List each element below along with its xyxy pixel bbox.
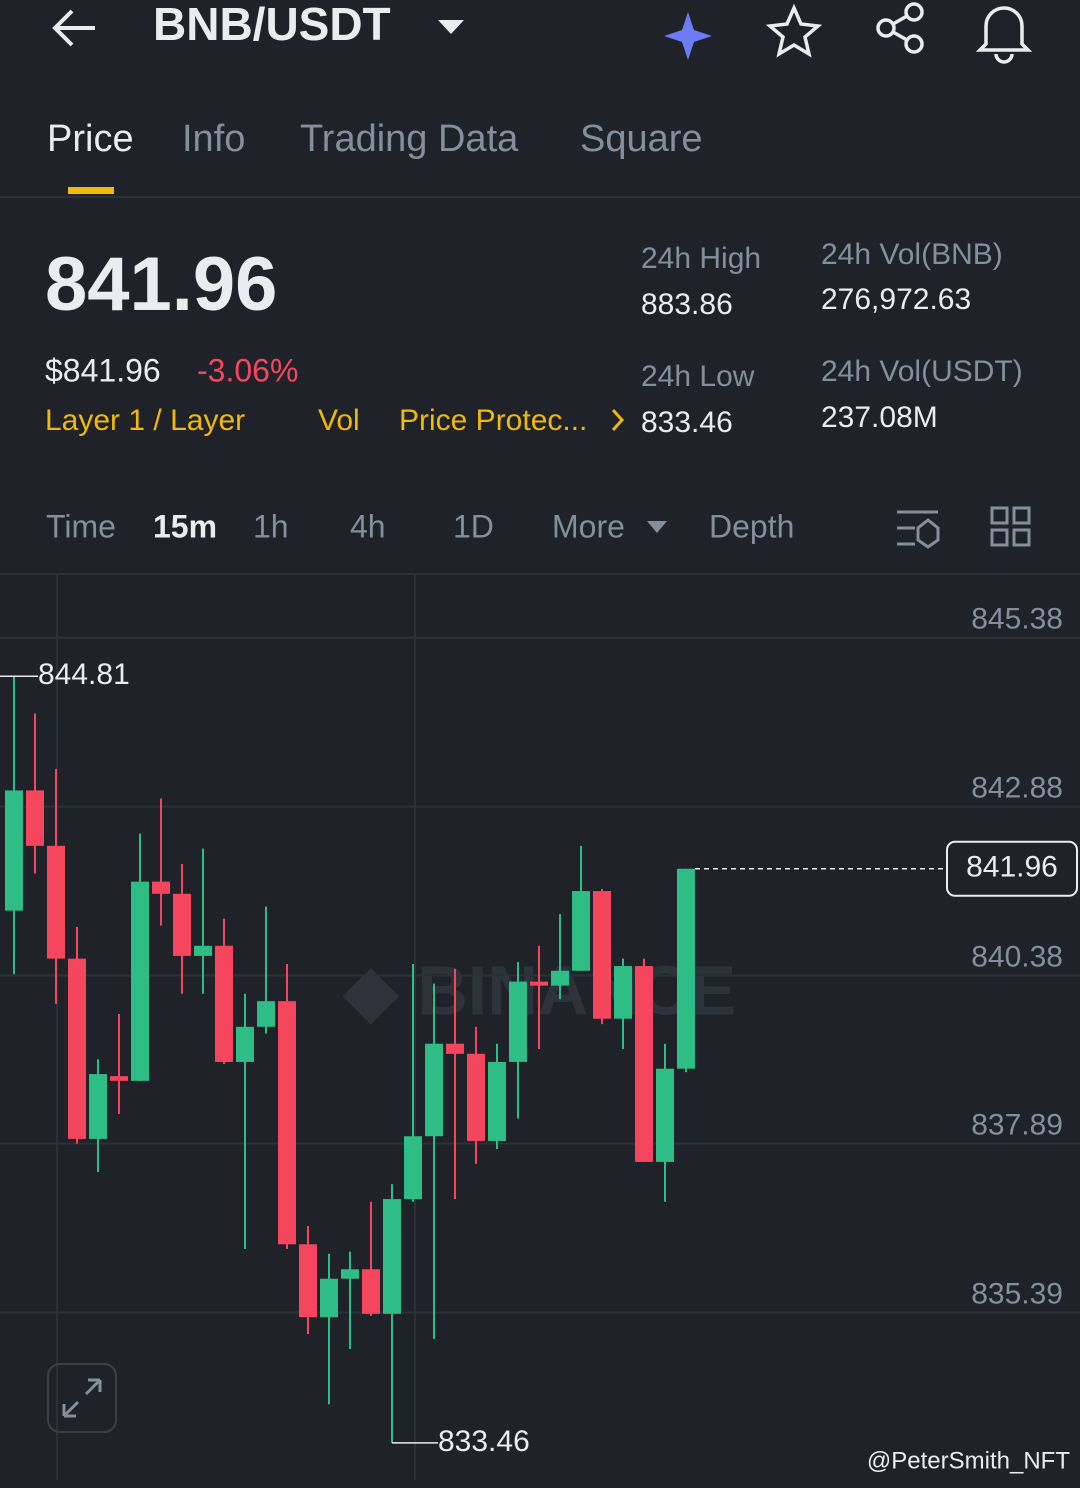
candle-body [194, 945, 212, 956]
user-watermark: @PeterSmith_NFT [867, 1447, 1070, 1474]
candle-body [341, 1269, 359, 1279]
y-tick-label: 840.38 [971, 940, 1063, 973]
tab[interactable]: Price [47, 118, 134, 160]
candle-body [278, 1001, 296, 1245]
y-tick-label: 845.38 [971, 603, 1063, 636]
tag[interactable]: Price Protec... [399, 404, 587, 437]
stat-value: 883.86 [641, 288, 733, 321]
stat-label: 24h Vol(USDT) [821, 355, 1023, 388]
candle-body [614, 966, 632, 1019]
candle-body [215, 945, 233, 1062]
interval[interactable]: 4h [350, 508, 386, 544]
candle-body [131, 881, 149, 1081]
y-tick-label: 842.88 [971, 772, 1063, 805]
back-button[interactable] [52, 9, 95, 47]
candlestick-chart: 835.39 837.89 840.38 842.88 845.38 844.81 833.… [0, 603, 1080, 1458]
stat-value: 276,972.63 [821, 283, 971, 316]
stat-value: 237.08M [821, 401, 938, 434]
price-change: -3.06% [197, 352, 298, 388]
stat-label: 24h Low [641, 360, 755, 393]
tab[interactable]: Trading Data [300, 118, 519, 160]
ai-icon[interactable] [664, 12, 712, 60]
stat-label: 24h High [641, 242, 761, 275]
candle-body [404, 1136, 422, 1200]
last-price-label: 841.96 [966, 851, 1058, 884]
candle-body [47, 845, 65, 959]
candle-body [173, 893, 191, 956]
favorite-button[interactable] [765, 3, 823, 58]
candle-body [236, 1026, 254, 1062]
candle-body [320, 1278, 338, 1318]
candle-body [635, 966, 653, 1162]
fullscreen-icon[interactable] [62, 1378, 102, 1418]
usd-price: $841.96 [45, 352, 161, 388]
stat-label: 24h Vol(BNB) [821, 238, 1003, 271]
pair-title[interactable]: BNB/USDT [153, 0, 391, 50]
candle-body [68, 958, 86, 1139]
candle-body [593, 891, 611, 1019]
candle-body [362, 1269, 380, 1314]
candle-body [446, 1043, 464, 1054]
pair-dropdown[interactable] [438, 20, 464, 34]
tag[interactable]: Layer 1 / Layer [45, 404, 245, 437]
high-label: 844.81 [38, 658, 130, 691]
candle-body [677, 868, 695, 1069]
share-button[interactable] [876, 2, 924, 54]
stat-value: 833.46 [641, 406, 733, 439]
candle-body [530, 981, 548, 986]
interval[interactable]: 1D [453, 508, 494, 544]
candle-body [425, 1043, 443, 1137]
candle-body [551, 970, 569, 986]
candle-body [257, 1001, 275, 1027]
candle-body [572, 891, 590, 971]
tab[interactable]: Info [182, 118, 245, 160]
tag[interactable]: Vol [318, 404, 360, 437]
last-price: 841.96 [45, 242, 277, 327]
candle-body [299, 1244, 317, 1318]
fullscreen-button[interactable] [47, 1363, 117, 1433]
candle-body [383, 1199, 401, 1314]
last-price-box [946, 840, 1078, 897]
depth-tab[interactable]: Depth [709, 508, 794, 544]
candle-body [110, 1076, 128, 1081]
low-label: 833.46 [438, 1425, 530, 1458]
y-tick-label: 835.39 [971, 1277, 1063, 1310]
y-tick-label: 837.89 [971, 1109, 1063, 1142]
candle-body [656, 1068, 674, 1162]
candle-body [5, 790, 23, 911]
interval[interactable]: 1h [253, 508, 289, 544]
tag-arrow[interactable] [611, 408, 625, 432]
tab[interactable]: Square [580, 118, 703, 160]
indicator-settings[interactable] [897, 510, 940, 549]
candle-body [152, 881, 170, 894]
more-dropdown[interactable] [647, 521, 667, 533]
interval[interactable]: 15m [153, 508, 217, 544]
interval-label: Time [46, 508, 116, 544]
candle-body [89, 1074, 107, 1139]
layout-button[interactable] [990, 506, 1031, 547]
candle-body [509, 981, 527, 1062]
candle-body [488, 1061, 506, 1141]
candle-body [467, 1053, 485, 1141]
interval-more[interactable]: More [552, 508, 625, 544]
alert-button[interactable] [975, 6, 1033, 64]
candle-body [26, 790, 44, 846]
tab-indicator [68, 187, 114, 194]
